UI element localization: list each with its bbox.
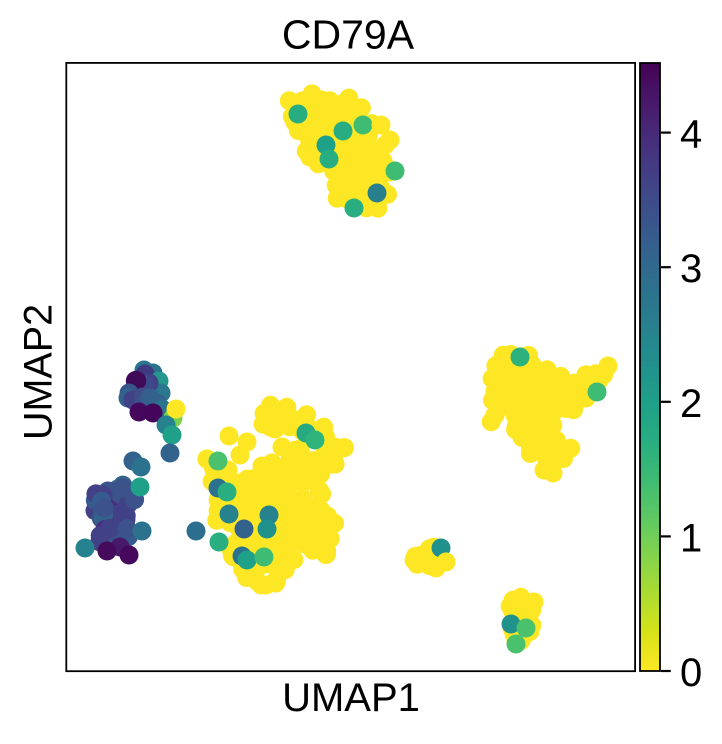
svg-text:1: 1 bbox=[680, 516, 702, 560]
svg-text:4: 4 bbox=[680, 113, 702, 157]
svg-text:UMAP2: UMAP2 bbox=[17, 304, 61, 440]
svg-text:UMAP1: UMAP1 bbox=[282, 676, 420, 720]
svg-text:CD79A: CD79A bbox=[282, 11, 415, 57]
svg-text:0: 0 bbox=[680, 651, 702, 695]
svg-text:2: 2 bbox=[680, 382, 702, 426]
svg-text:3: 3 bbox=[680, 247, 702, 291]
